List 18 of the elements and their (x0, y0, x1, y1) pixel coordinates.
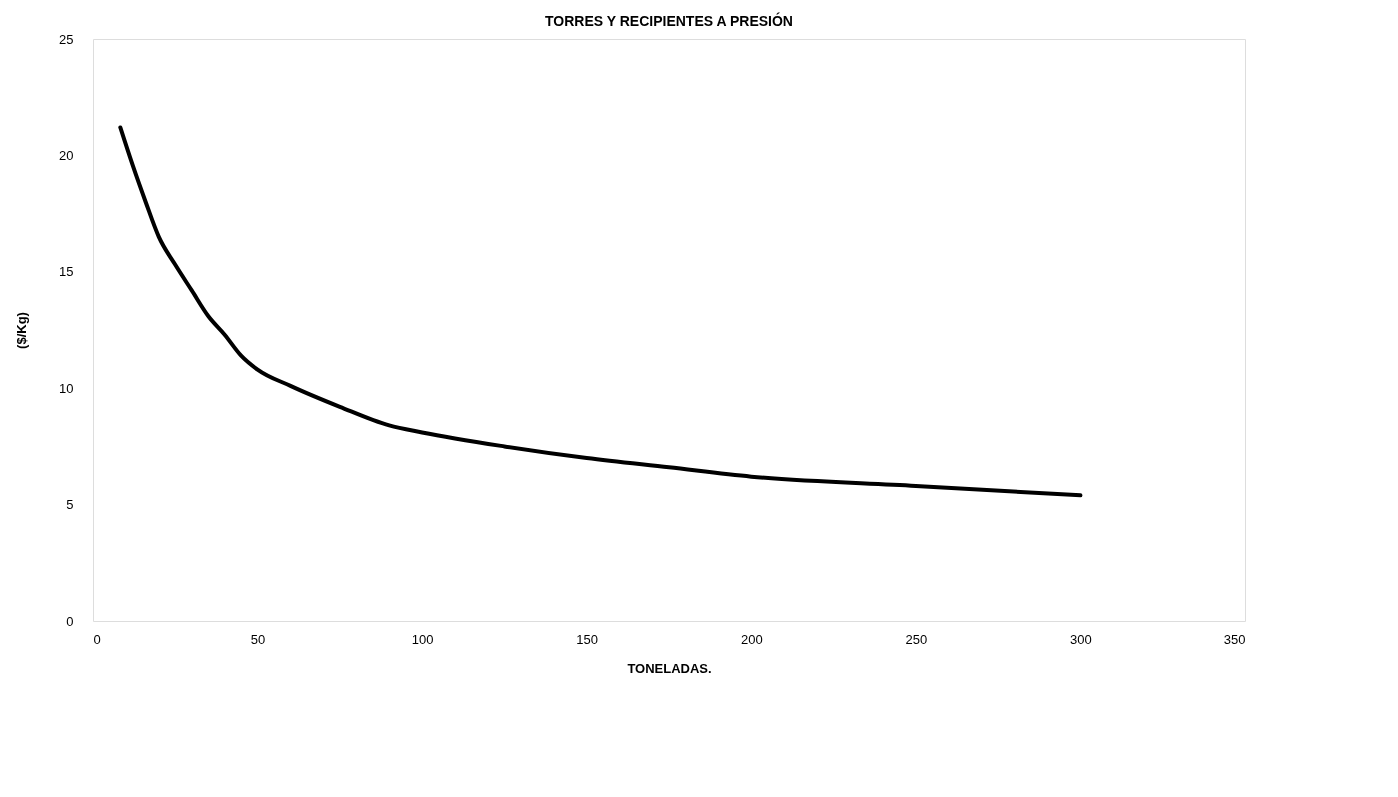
chart-title: TORRES Y RECIPIENTES A PRESIÓN (545, 12, 793, 29)
y-tick-label: 10 (59, 380, 74, 396)
x-tick-label: 200 (740, 631, 763, 647)
y-tick-label: 5 (66, 497, 74, 513)
x-tick-label: 300 (1070, 631, 1092, 647)
x-tick-label: 100 (411, 631, 434, 647)
line-series (118, 125, 1083, 498)
x-tick-label: 0 (93, 631, 101, 647)
x-axis-title: TONELADAS. (627, 660, 712, 676)
y-tick-label: 25 (59, 31, 74, 47)
x-tick-label: 250 (905, 631, 928, 647)
x-tick-label: 350 (1223, 631, 1246, 647)
x-tick-label: 150 (576, 631, 599, 647)
y-tick-label: 0 (66, 613, 74, 629)
y-tick-label: 20 (59, 147, 74, 163)
y-axis-title: ($/Kg) (14, 312, 30, 349)
x-tick-label: 50 (250, 631, 266, 647)
y-tick-label: 15 (59, 264, 74, 280)
